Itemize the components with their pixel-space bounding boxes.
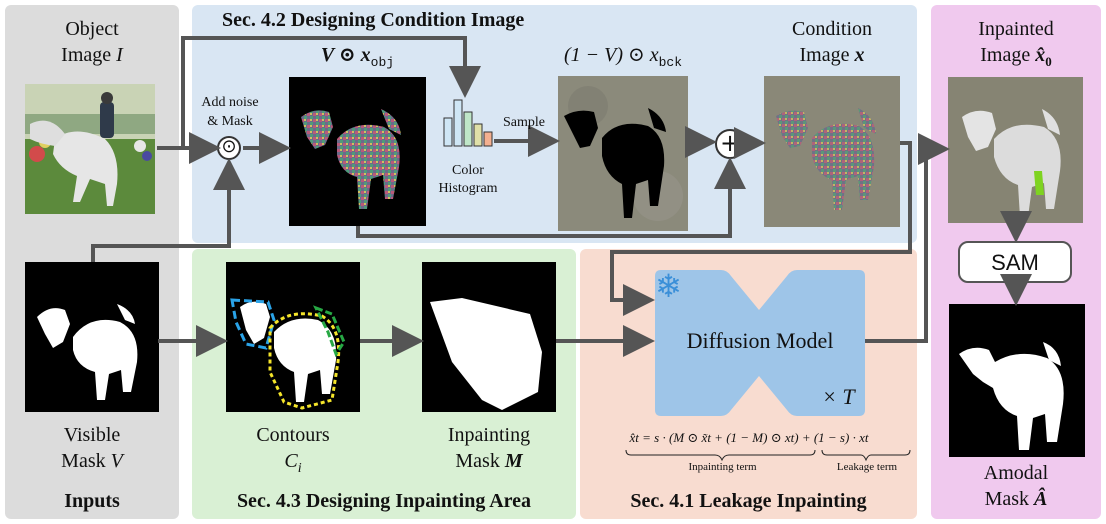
odot-symbol: ⊙ — [221, 136, 237, 157]
leakage-panel-title: Sec. 4.1 Leakage Inpainting — [630, 490, 867, 512]
condition-image-symbol: x — [854, 44, 865, 66]
color-histogram-icon — [443, 98, 493, 148]
sam-label: SAM — [991, 250, 1039, 275]
condition-image-label-line2: Image x — [764, 42, 900, 68]
contours-label: Contours — [256, 424, 330, 446]
amodal-mask-image — [949, 304, 1085, 457]
object-image-symbol: I — [116, 44, 123, 66]
visible-mask-label-word: Mask — [61, 450, 106, 472]
visible-mask-label-line2: Mask V — [5, 448, 179, 474]
inpainted-image-label-word: Image — [980, 44, 1031, 66]
diffusion-model-label: Diffusion Model — [686, 328, 834, 353]
inpainting-area-panel-title: Sec. 4.3 Designing Inpainting Area — [236, 490, 532, 512]
inpainting-mask-image — [422, 262, 556, 412]
add-noise-label-line2: & Mask — [207, 114, 253, 129]
contours-image — [226, 262, 360, 412]
contours-symbol-sub: i — [297, 461, 302, 476]
times-t-label: × T — [822, 384, 855, 409]
snowflake-icon: ❄ — [655, 267, 682, 305]
background-label: (1 − V) ⊙ xbck — [548, 42, 698, 76]
object-image-label-line2: Image I — [5, 42, 179, 68]
inpainting-term-label: Inpainting term — [688, 461, 757, 473]
inputs-panel-title: Inputs — [64, 490, 120, 512]
amodal-mask-label-line1: Amodal — [983, 462, 1049, 484]
visible-mask-symbol: V — [110, 450, 123, 472]
contours-symbol: Ci — [226, 448, 360, 482]
inpainting-mask-label-word: Mask — [455, 450, 500, 472]
add-noise-label-line1: Add noise — [201, 95, 259, 110]
object-image — [25, 84, 155, 214]
sample-label: Sample — [503, 115, 545, 130]
inpainting-mask-label-line2: Mask M — [422, 448, 556, 474]
background-label-text: (1 − V) ⊙ x — [563, 44, 659, 66]
color-histogram-label-line2: Histogram — [438, 181, 498, 196]
visible-mask-image — [25, 262, 159, 412]
inpainting-mask-label-line1: Inpainting — [447, 424, 531, 446]
object-image-label-word: Image — [61, 44, 112, 66]
background-image — [558, 76, 688, 231]
amodal-mask-symbol: Â — [1034, 488, 1048, 510]
condition-panel-title: Sec. 4.2 Designing Condition Image — [222, 9, 525, 31]
contours-symbol-main: C — [284, 450, 298, 472]
condition-image-label-word: Image — [799, 44, 850, 66]
background-label-sub: bck — [658, 55, 683, 70]
inpainting-mask-symbol: M — [504, 450, 523, 472]
masked-object-label-sub: obj — [370, 55, 395, 70]
inpainted-image — [948, 77, 1083, 223]
inpainted-image-symbol: x̂ — [1035, 44, 1046, 66]
inpainted-image-label-line2: Image x̂0 — [931, 42, 1101, 75]
leakage-equation: x̂t = s · (M ⊙ x̃t + (1 − M) ⊙ xt) + (1 … — [629, 430, 869, 445]
diffusion-model-block — [655, 270, 865, 416]
masked-object-label-text: V ⊙ x — [320, 44, 371, 66]
leakage-term-label: Leakage term — [836, 461, 898, 473]
color-histogram-label-line1: Color — [452, 163, 484, 178]
amodal-mask-label-word: Mask — [984, 488, 1030, 510]
masked-object-label: V ⊙ xobj — [289, 42, 426, 76]
condition-image-label-line1: Condition — [791, 18, 872, 40]
amodal-mask-label-line2: Mask Â — [931, 486, 1101, 512]
inpainted-image-label-line1: Inpainted — [978, 18, 1054, 40]
condition-image — [764, 76, 900, 227]
inpainted-image-sub: 0 — [1045, 54, 1052, 69]
masked-object-image — [289, 77, 426, 226]
visible-mask-label-line1: Visible — [63, 424, 121, 446]
object-image-label-line1: Object — [65, 18, 119, 40]
